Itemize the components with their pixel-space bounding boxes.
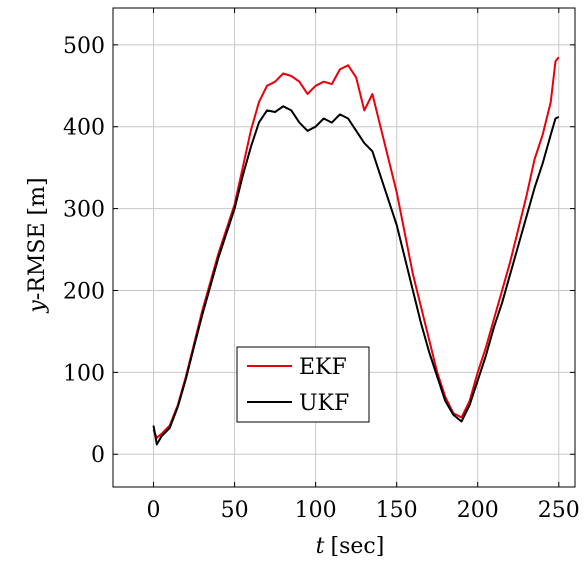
legend-box: [236, 346, 370, 423]
x-tick-label: 0: [147, 498, 161, 523]
legend-label-ukf: UKF: [299, 391, 349, 416]
x-axis-label-var: t: [316, 534, 325, 559]
y-axis-label-var: y: [25, 300, 50, 314]
x-tick-label: 200: [457, 498, 499, 523]
plot-frame: [112, 7, 576, 488]
x-tick-label: 50: [221, 498, 249, 523]
x-tick-label: 150: [376, 498, 418, 523]
y-axis-label: y-RMSE [m]: [25, 177, 50, 313]
y-tick-label: 300: [63, 198, 105, 223]
series-layer: [152, 56, 560, 446]
y-tick-label: 200: [63, 279, 105, 304]
y-tick-label: 0: [91, 443, 105, 468]
y-tick-label: 500: [63, 34, 105, 59]
legend: EKF UKF: [236, 346, 370, 423]
x-tick-label: 100: [295, 498, 337, 523]
series-line-ekf: [152, 56, 560, 439]
x-tick-label: 250: [538, 498, 580, 523]
series-line-ukf: [152, 105, 560, 446]
grid: [113, 8, 575, 487]
legend-label-ekf: EKF: [299, 355, 347, 380]
x-axis-label: t [sec]: [316, 534, 385, 559]
y-tick-label: 400: [63, 116, 105, 141]
x-axis-label-unit: [sec]: [331, 534, 385, 559]
ticks: 0 50 100 150 200 250 0 100 200 300 400 500: [63, 8, 580, 523]
y-tick-label: 100: [63, 361, 105, 386]
y-axis-label-text: -RMSE [m]: [25, 177, 50, 300]
